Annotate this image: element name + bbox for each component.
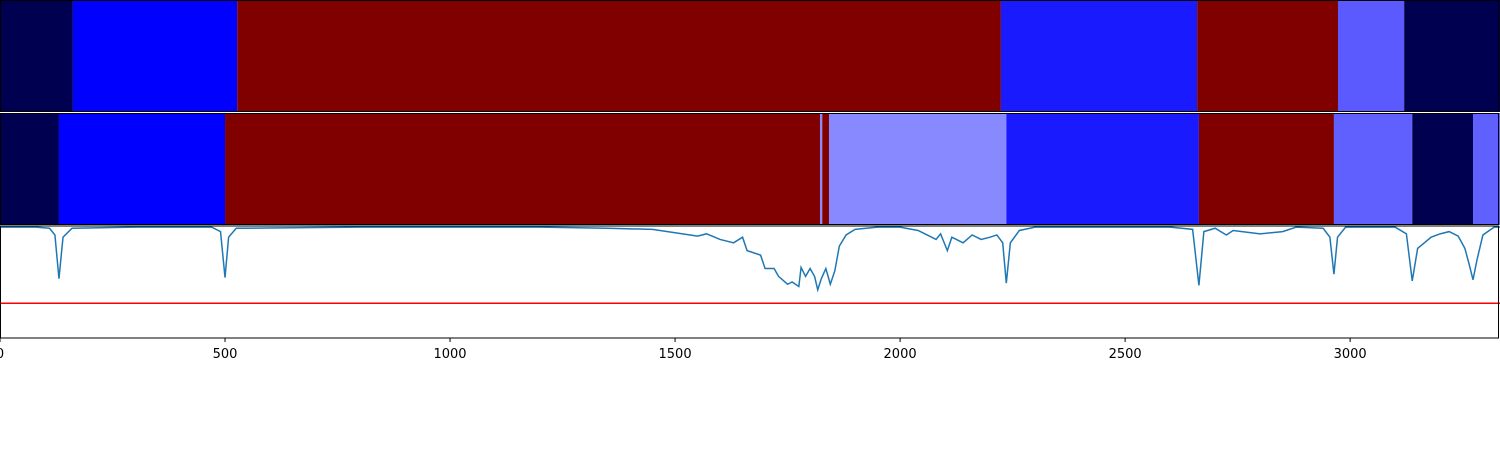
segment [0, 113, 59, 225]
row-frame [0, 113, 1499, 225]
segment [819, 113, 823, 225]
x-tick-label: 2000 [884, 347, 917, 362]
segment [1006, 113, 1199, 225]
row-frame [0, 0, 1499, 112]
segment [225, 113, 820, 225]
segment [1337, 0, 1405, 112]
segment [0, 0, 73, 112]
x-tick-label: 1000 [433, 347, 466, 362]
x-tick-label: 1500 [659, 347, 692, 362]
segment [822, 113, 829, 225]
segment [1000, 0, 1198, 112]
x-tick-label: 500 [213, 347, 238, 362]
x-tick-label: 0 [0, 347, 4, 362]
plot-frame [0, 225, 1499, 339]
segment [1412, 113, 1473, 225]
segment [72, 0, 238, 112]
segment [1197, 0, 1338, 112]
segment [1404, 0, 1500, 112]
x-tick-label: 2500 [1109, 347, 1142, 362]
segment [1333, 113, 1413, 225]
segment [237, 0, 1001, 112]
x-tick-label: 3000 [1334, 347, 1367, 362]
segment [58, 113, 226, 225]
line [0, 226, 1500, 293]
segment [1198, 113, 1334, 225]
segment [828, 113, 1007, 225]
segment [1472, 113, 1500, 225]
